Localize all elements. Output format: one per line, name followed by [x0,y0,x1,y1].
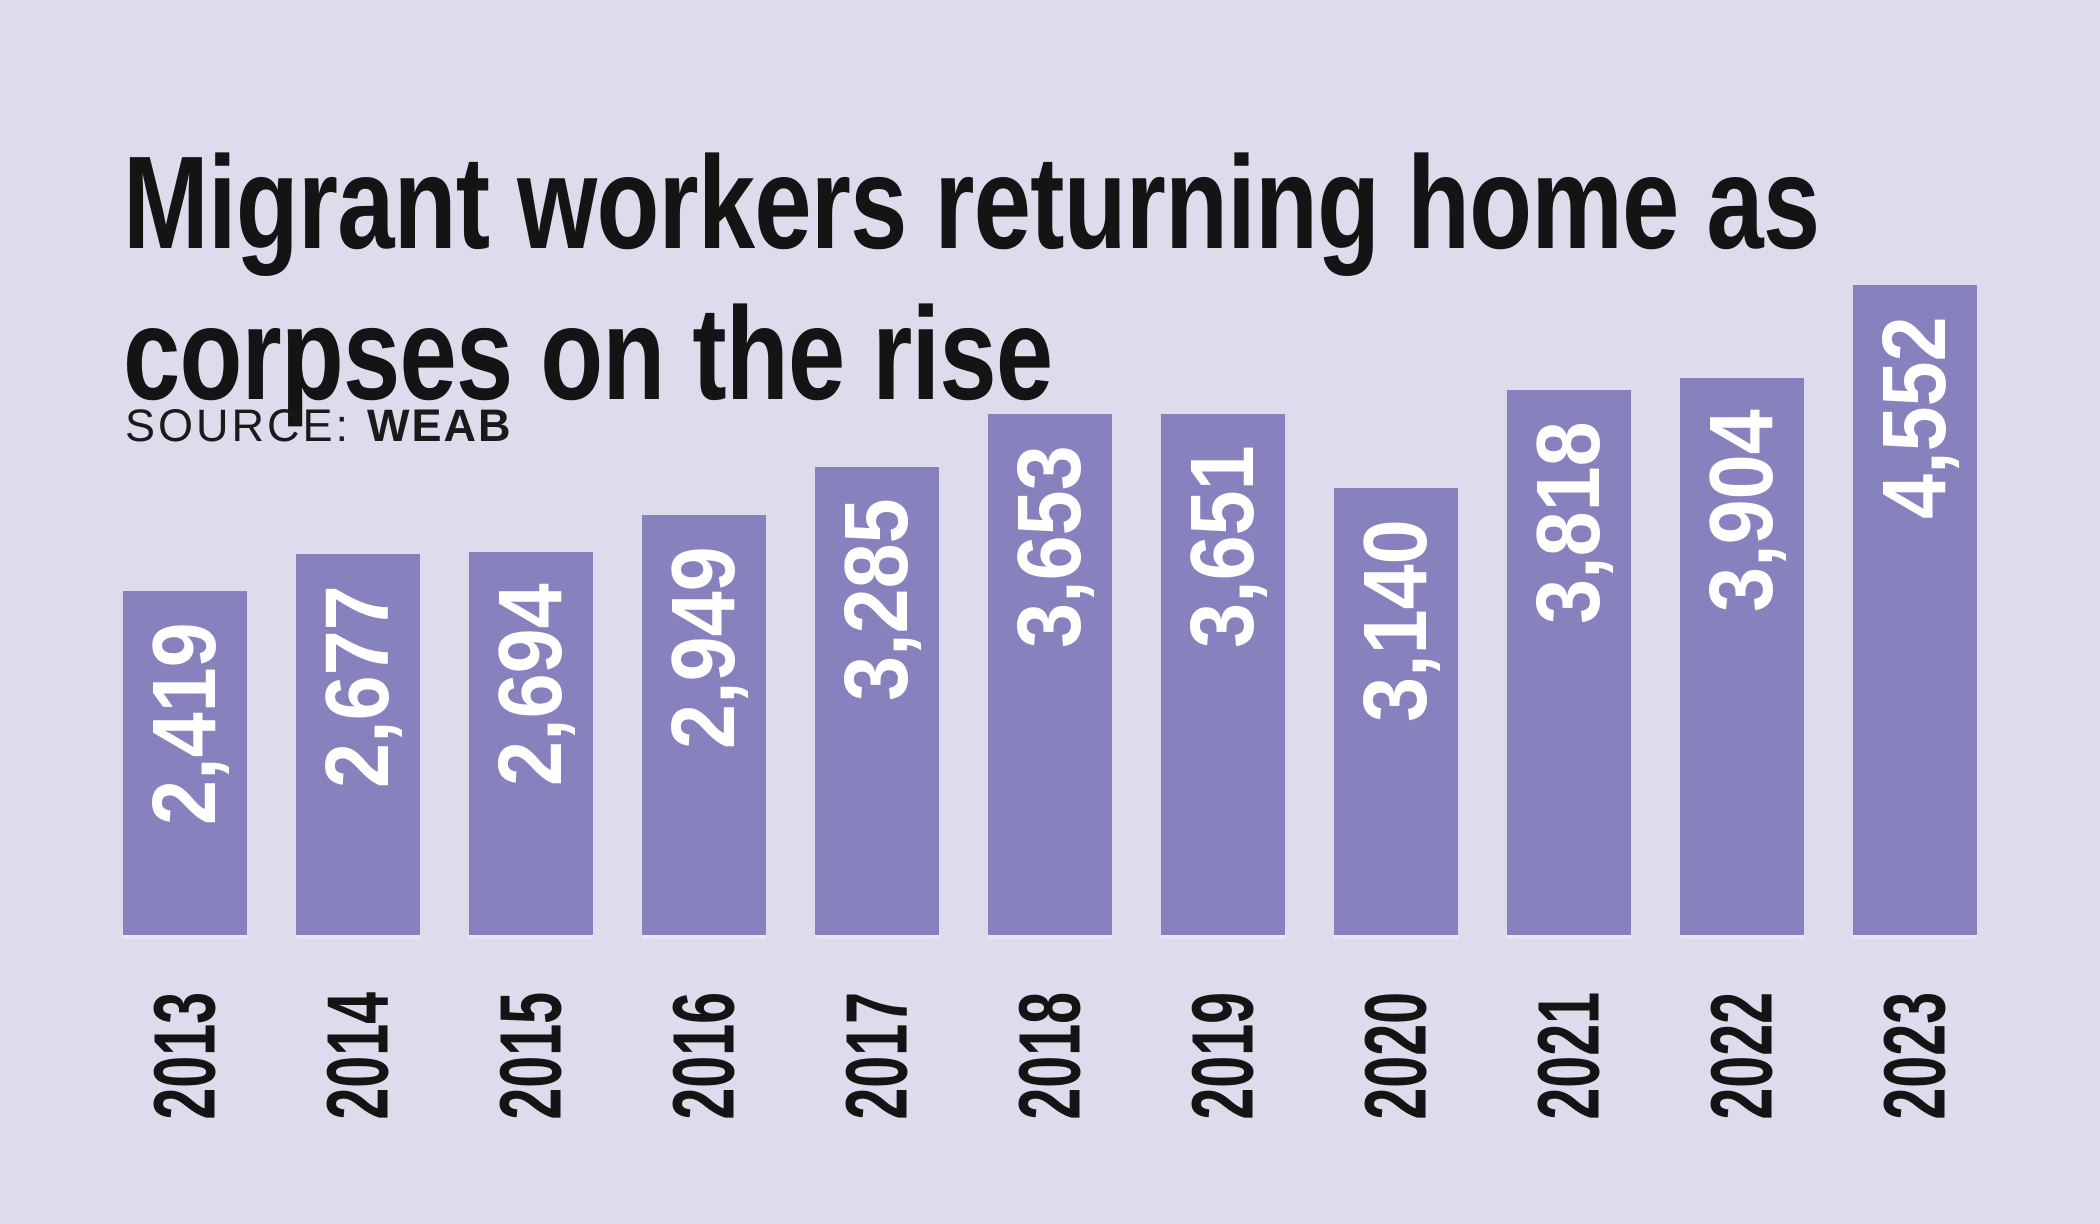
bar-column-2014: 2,677 2014 [296,554,420,1120]
bar-column-2020: 3,140 2020 [1334,488,1458,1120]
bar-2014: 2,677 [296,554,420,939]
year-label: 2019 [1174,991,1272,1120]
bar-2022: 3,904 [1680,378,1804,939]
year-label: 2021 [1520,991,1618,1120]
title-line-1: Migrant workers returning home as [123,129,1820,277]
bar-column-2017: 3,285 2017 [815,467,939,1120]
bar-2016: 2,949 [642,515,766,939]
year-label: 2016 [655,991,753,1120]
bar-value-label: 2,419 [135,622,235,825]
page-title: Migrant workers returning home as corpse… [123,128,1995,429]
source-label: SOURCE: [125,400,352,451]
bar-2020: 3,140 [1334,488,1458,939]
year-label: 2020 [1347,991,1445,1120]
year-label: 2017 [828,991,926,1120]
bar-column-2019: 3,651 2019 [1161,414,1285,1120]
bar-column-2013: 2,419 2013 [123,591,247,1120]
source-line: SOURCE: WEAB [125,400,513,452]
bar-column-2016: 2,949 2016 [642,515,766,1120]
bar-chart: 2,419 2013 2,677 2014 2,694 2015 2,949 2016 3,28… [123,285,1977,1120]
year-label: 2014 [309,991,407,1120]
bar-2018: 3,653 [988,414,1112,939]
year-label: 2013 [136,991,234,1120]
bar-column-2023: 4,552 2023 [1853,285,1977,1120]
bar-value-label: 3,904 [1692,409,1792,612]
bar-value-label: 2,677 [308,585,408,788]
bar-value-label: 3,285 [827,498,927,701]
bar-2019: 3,651 [1161,414,1285,939]
bar-column-2021: 3,818 2021 [1507,390,1631,1120]
source-value: WEAB [367,400,513,451]
year-label: 2015 [482,991,580,1120]
bar-column-2022: 3,904 2022 [1680,378,1804,1120]
bar-2015: 2,694 [469,552,593,939]
year-label: 2018 [1001,991,1099,1120]
bar-value-label: 3,653 [1000,445,1100,648]
bar-value-label: 3,140 [1346,519,1446,722]
bar-value-label: 4,552 [1865,316,1965,519]
title-line-2: corpses on the rise [123,279,1053,427]
year-label: 2023 [1866,991,1964,1120]
bar-value-label: 2,949 [654,546,754,749]
bar-value-label: 3,651 [1173,445,1273,648]
bar-value-label: 2,694 [481,583,581,786]
bar-value-label: 3,818 [1519,421,1619,624]
year-label: 2022 [1693,991,1791,1120]
bar-2013: 2,419 [123,591,247,939]
bar-2017: 3,285 [815,467,939,939]
bar-column-2015: 2,694 2015 [469,552,593,1120]
bar-column-2018: 3,653 2018 [988,414,1112,1120]
bar-2023: 4,552 [1853,285,1977,939]
bar-2021: 3,818 [1507,390,1631,939]
